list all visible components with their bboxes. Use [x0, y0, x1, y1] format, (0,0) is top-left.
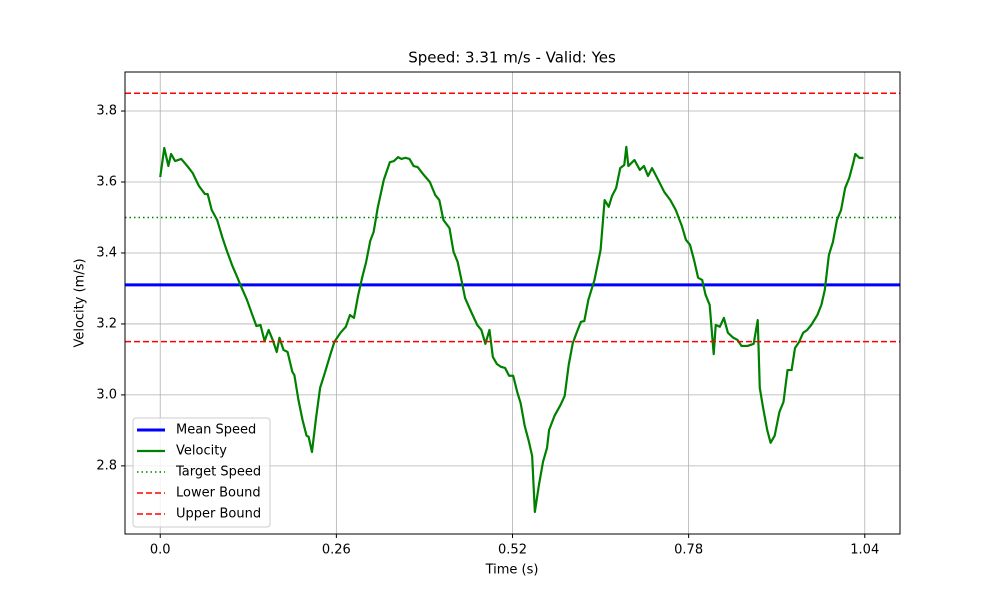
legend-label: Lower Bound — [176, 486, 261, 501]
y-tick-label: 3.2 — [96, 316, 117, 331]
legend-label: Mean Speed — [176, 423, 256, 438]
y-axis-label: Velocity (m/s) — [73, 258, 88, 347]
x-tick-label: 0.26 — [322, 543, 351, 558]
x-tick-label: 0.78 — [674, 543, 703, 558]
legend-label: Velocity — [176, 444, 227, 459]
legend: Mean Speed Velocity Target Speed Lower Boun… — [132, 417, 271, 528]
x-tick-label: 1.04 — [850, 543, 879, 558]
y-tick-label: 3.8 — [96, 104, 117, 119]
y-tick-label: 2.8 — [96, 458, 117, 473]
legend-label: Target Speed — [175, 465, 261, 480]
chart-title: Speed: 3.31 m/s - Valid: Yes — [408, 49, 616, 67]
x-tick-label: 0.52 — [498, 543, 527, 558]
plot-frame — [124, 71, 901, 535]
y-tick-label: 3.4 — [96, 245, 117, 260]
data-line — [159, 145, 864, 514]
legend-box — [132, 417, 271, 528]
y-tick-label: 3.0 — [96, 387, 117, 402]
legend-label: Upper Bound — [176, 507, 261, 522]
x-tick-label: 0.0 — [150, 543, 171, 558]
x-axis-label: Time (s) — [485, 563, 539, 578]
y-tick-label: 3.6 — [96, 175, 117, 190]
